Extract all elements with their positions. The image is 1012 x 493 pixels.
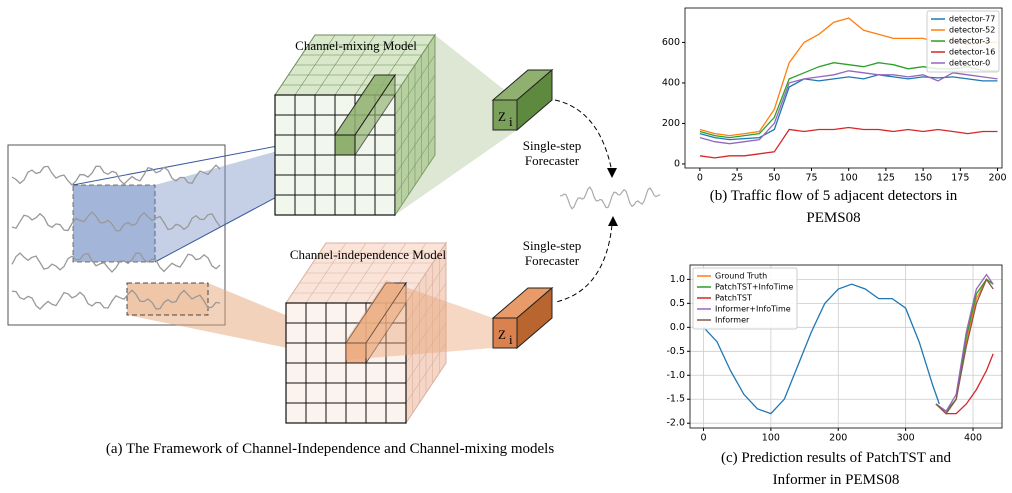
forecaster-label: Single-step [523, 238, 582, 253]
caption: (a) The Framework of Channel-Independenc… [106, 441, 554, 457]
column-front [335, 135, 355, 155]
forecast-series [560, 187, 660, 209]
series-line [700, 75, 998, 140]
z-subscript: i [509, 332, 513, 347]
legend-label: Ground Truth [715, 272, 767, 281]
mixing-window [73, 185, 155, 262]
y-tick-label: 0.5 [670, 298, 685, 309]
caption: PEMS08 [806, 210, 860, 226]
forecast-line [560, 187, 660, 209]
caption: Informer in PEMS08 [773, 472, 900, 488]
arrowhead [607, 168, 617, 178]
x-tick-label: 100 [762, 433, 780, 444]
x-tick-label: 200 [988, 173, 1006, 184]
legend-label: Informer [715, 316, 750, 325]
x-tick-label: 50 [768, 173, 780, 184]
x-tick-label: 0 [700, 433, 706, 444]
independence-title: Channel-independence Model [290, 247, 447, 262]
y-tick-label: -0.5 [666, 346, 685, 357]
legend-label: detector-0 [949, 59, 990, 68]
legend-label: detector-77 [949, 15, 995, 24]
x-tick-label: 150 [914, 173, 932, 184]
forecaster-label: Single-step [523, 138, 582, 153]
legend-label: detector-16 [949, 48, 995, 57]
z-mixing: Z i [493, 70, 552, 130]
z-independence: Z i [493, 288, 552, 348]
framework-diagram: Z i Z i Channel-mixing Model Channel-ind… [8, 35, 660, 457]
z-label: Z [498, 109, 506, 124]
x-tick-label: 300 [897, 433, 915, 444]
x-tick-label: 0 [697, 173, 703, 184]
arrowhead [608, 216, 618, 226]
y-tick-label: 400 [662, 77, 680, 88]
z-label: Z [498, 327, 506, 342]
y-tick-label: 0.0 [670, 322, 685, 333]
y-tick-label: 600 [662, 37, 680, 48]
legend-label: detector-52 [949, 26, 995, 35]
legend-label: PatchTST+InfoTime [715, 283, 793, 292]
y-tick-label: 200 [662, 118, 680, 129]
x-tick-label: 100 [840, 173, 858, 184]
series-line [936, 354, 993, 414]
legend-label: detector-3 [949, 37, 990, 46]
y-tick-label: -1.5 [666, 394, 685, 405]
figure: Z i Z i Channel-mixing Model Channel-ind… [0, 0, 1012, 493]
x-tick-label: 200 [829, 433, 847, 444]
z-subscript: i [509, 114, 513, 129]
caption: (b) Traffic flow of 5 adjacent detectors… [710, 188, 958, 204]
x-tick-label: 75 [805, 173, 817, 184]
y-tick-label: 1.0 [670, 274, 685, 285]
x-tick-label: 25 [731, 173, 743, 184]
series-line [700, 128, 998, 158]
x-tick-label: 125 [877, 173, 895, 184]
x-tick-label: 175 [951, 173, 969, 184]
x-tick-label: 400 [964, 433, 982, 444]
caption: (c) Prediction results of PatchTST and [721, 450, 952, 466]
legend-label: Informer+InfoTime [715, 305, 791, 314]
y-tick-label: -2.0 [666, 418, 685, 429]
y-tick-label: -1.0 [666, 370, 685, 381]
series-line [936, 275, 993, 412]
forecaster-label: Forecaster [525, 253, 580, 268]
y-tick-label: 0 [674, 158, 680, 169]
mixing-title: Channel-mixing Model [295, 38, 417, 53]
forecaster-label: Forecaster [525, 153, 580, 168]
legend-label: PatchTST [715, 294, 752, 303]
series-line [700, 71, 998, 144]
series-line [700, 63, 998, 138]
